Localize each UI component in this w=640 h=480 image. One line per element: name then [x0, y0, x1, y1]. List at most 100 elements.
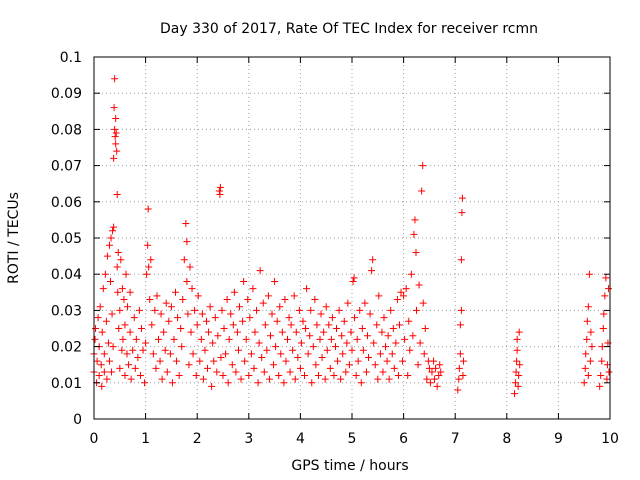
y-tick-label: 0.08: [51, 122, 82, 138]
data-point: [326, 364, 334, 372]
data-point: [304, 350, 312, 358]
data-point: [405, 317, 413, 325]
data-point: [201, 346, 209, 354]
data-point: [113, 263, 121, 271]
data-point: [98, 328, 106, 336]
data-point: [97, 361, 105, 369]
data-point: [303, 285, 311, 293]
data-point: [385, 375, 393, 383]
data-point: [373, 321, 381, 329]
data-point: [225, 335, 233, 343]
y-tick-label: 0.06: [51, 195, 82, 211]
data-point: [602, 274, 610, 282]
data-point: [214, 332, 222, 340]
data-point: [120, 296, 128, 304]
data-point: [513, 346, 521, 354]
data-point: [584, 372, 592, 380]
data-point: [116, 306, 124, 314]
data-point: [224, 379, 232, 387]
data-point: [284, 335, 291, 343]
data-point: [268, 310, 276, 318]
data-point: [370, 339, 378, 347]
data-point: [216, 183, 224, 191]
data-point: [380, 314, 388, 322]
data-point: [206, 303, 214, 311]
data-point: [362, 368, 370, 376]
data-point: [105, 241, 113, 249]
data-point: [394, 372, 402, 380]
data-point: [401, 335, 409, 343]
data-point: [358, 325, 366, 332]
chart-title: Day 330 of 2017, Rate Of TEC Index for r…: [160, 21, 538, 37]
data-point: [163, 368, 171, 376]
data-point: [110, 104, 118, 112]
data-point: [189, 350, 197, 358]
x-tick-label: 4: [296, 431, 305, 447]
x-tick-label: 8: [502, 431, 511, 447]
x-tick-label: 2: [193, 431, 202, 447]
data-point: [270, 361, 278, 369]
data-point: [296, 364, 304, 372]
data-point: [114, 248, 122, 256]
data-point: [455, 375, 463, 383]
data-point: [582, 350, 590, 358]
data-point: [166, 350, 174, 358]
data-point: [404, 372, 412, 380]
data-point: [151, 306, 159, 314]
data-point: [233, 328, 241, 336]
data-point: [306, 332, 314, 340]
data-point: [137, 325, 145, 332]
data-point: [431, 375, 439, 383]
data-point: [110, 223, 118, 231]
data-point: [111, 75, 119, 83]
data-point: [359, 346, 367, 354]
data-point: [420, 350, 428, 358]
data-point: [335, 306, 343, 314]
data-point: [157, 310, 165, 318]
y-tick-label: 0.01: [51, 376, 82, 392]
data-point: [596, 382, 604, 390]
data-point: [165, 317, 173, 325]
data-point: [338, 332, 346, 340]
data-point: [314, 372, 322, 380]
data-point: [412, 248, 420, 256]
data-point: [390, 364, 398, 372]
data-point: [132, 335, 140, 343]
data-point: [352, 372, 360, 380]
data-point: [430, 357, 438, 365]
data-point: [323, 346, 331, 354]
y-tick-label: 0.03: [51, 303, 82, 319]
data-point: [437, 368, 445, 376]
data-point: [287, 321, 295, 329]
data-point: [123, 350, 131, 358]
data-point: [149, 350, 157, 358]
data-point: [211, 314, 219, 322]
data-point: [205, 328, 213, 336]
data-point: [321, 375, 329, 383]
data-point: [339, 350, 347, 358]
data-point: [433, 382, 441, 390]
x-tick-label: 6: [399, 431, 408, 447]
data-point: [278, 328, 286, 336]
data-point: [186, 263, 194, 271]
data-point: [275, 372, 283, 380]
data-point: [239, 317, 247, 325]
data-point: [256, 267, 264, 275]
x-tick-labels: 0 1 2 3 4 5 6 7 8 9 10: [90, 431, 619, 447]
data-point: [253, 306, 261, 314]
data-point: [353, 335, 361, 343]
data-point: [217, 353, 225, 361]
data-point: [185, 361, 193, 369]
data-point: [241, 357, 249, 365]
data-point: [366, 310, 374, 318]
data-point: [265, 375, 273, 383]
data-point: [297, 339, 305, 347]
data-point: [350, 274, 358, 282]
data-point: [218, 306, 226, 314]
data-point: [170, 335, 178, 343]
data-point: [111, 125, 119, 133]
data-point: [423, 375, 431, 383]
data-point: [585, 270, 593, 278]
data-point: [148, 321, 156, 329]
